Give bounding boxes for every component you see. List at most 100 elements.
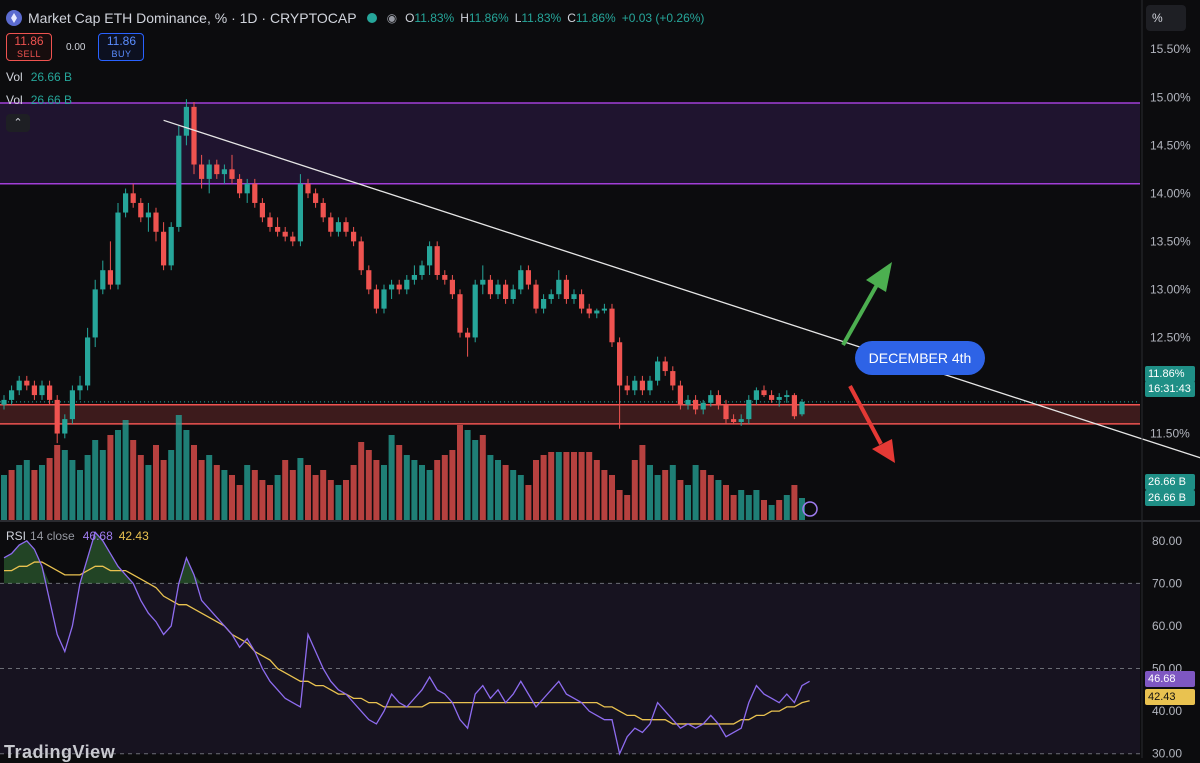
- december-note[interactable]: DECEMBER 4th: [855, 341, 985, 375]
- candle-body: [123, 193, 129, 213]
- candle-body: [571, 294, 577, 300]
- volume-bar: [289, 470, 296, 520]
- volume-bar: [327, 480, 334, 520]
- candle-body: [183, 106, 189, 136]
- volume-bar: [122, 420, 129, 520]
- candle-body: [586, 308, 592, 314]
- volume-bar: [441, 455, 448, 520]
- candle-body: [199, 164, 205, 179]
- candle-body: [723, 404, 729, 420]
- candle-body: [556, 279, 562, 295]
- volume-bar: [525, 485, 532, 520]
- candle-body: [541, 299, 547, 309]
- volume-bar: [229, 475, 235, 520]
- volume-bar: [662, 470, 669, 520]
- candle-body: [427, 246, 433, 266]
- volume-bar: [381, 465, 387, 520]
- rsi-label: RSI: [6, 529, 27, 543]
- candle-body: [221, 169, 227, 175]
- candle-body: [693, 399, 699, 410]
- eye-icon[interactable]: ◉: [386, 11, 398, 25]
- volume-bar: [183, 430, 190, 520]
- lightning-icon[interactable]: [802, 501, 818, 517]
- volume-bar: [563, 452, 570, 520]
- volume-bar: [403, 455, 410, 520]
- percent-scale-button[interactable]: %: [1146, 5, 1186, 31]
- volume-bar: [593, 460, 600, 520]
- volume-bar: [358, 442, 365, 520]
- candle-body: [655, 361, 661, 381]
- price-tick-label: 15.00%: [1150, 90, 1191, 104]
- candle-body: [320, 202, 326, 218]
- candle-body: [366, 270, 372, 290]
- volume-bar: [92, 440, 99, 520]
- volume-bar: [533, 460, 539, 520]
- candle-body: [16, 380, 22, 391]
- candle-body: [389, 284, 395, 290]
- volume-bar: [791, 485, 798, 520]
- volume-bar: [282, 460, 289, 520]
- candle-body: [54, 399, 60, 434]
- rsi-overbought-fill: [4, 540, 50, 584]
- volume-bar: [426, 470, 433, 520]
- candle-body: [753, 390, 759, 400]
- candle-body: [746, 399, 752, 420]
- volume-bar: [396, 445, 403, 520]
- candle-body: [130, 193, 136, 203]
- arrow-down-shaft: [848, 385, 883, 445]
- volume-bar: [495, 460, 501, 520]
- volume-bar: [54, 445, 61, 520]
- trendline-layer[interactable]: [163, 119, 1200, 481]
- volume-bar: [639, 445, 646, 520]
- candle-body: [290, 236, 296, 242]
- volume-bar: [434, 460, 441, 520]
- candle-body: [9, 390, 15, 400]
- candle-body: [244, 183, 250, 194]
- candle-body: [799, 401, 805, 415]
- candle-body: [145, 212, 151, 218]
- candle-body: [487, 279, 493, 295]
- volume-bar: [69, 460, 76, 520]
- price-axis[interactable]: 15.50% 15.00% 14.50% 14.00% 13.50% 13.00% 12.5…: [1141, 0, 1191, 758]
- spread-value: 0.00: [66, 41, 86, 53]
- volume-bar: [84, 455, 91, 520]
- volume-bar: [654, 475, 661, 520]
- market-status-icon[interactable]: [366, 13, 377, 23]
- volume-bar: [647, 465, 653, 520]
- symbol-title[interactable]: Market Cap ETH Dominance, % · 1D · CRYPT…: [28, 10, 357, 26]
- collapse-legend-button[interactable]: ⌃: [6, 114, 30, 132]
- candle-body: [533, 284, 539, 309]
- volume-bar: [548, 452, 555, 520]
- candle-body: [107, 270, 113, 285]
- rsi-ma-tag: 42.43: [1145, 689, 1195, 705]
- volume-bar: [730, 495, 737, 520]
- volume-legend-label: Vol: [6, 93, 23, 107]
- rsi-legend[interactable]: RSI 14 close 46.68 42.43: [6, 529, 149, 543]
- volume-legend-value: 26.66 B: [30, 70, 73, 84]
- volume-bar: [464, 430, 471, 520]
- sell-button[interactable]: 11.86 SELL: [6, 33, 52, 61]
- candle-body: [206, 164, 212, 179]
- volume-legend-1[interactable]: Vol 26.66 B: [6, 70, 72, 84]
- volume-tag-a: 26.66 B: [1145, 474, 1195, 490]
- candles-layer: [1, 99, 805, 444]
- sell-price: 11.86: [14, 34, 44, 48]
- arrow-up-icon: [866, 262, 892, 292]
- volume-legend-2[interactable]: Vol 26.66 B: [6, 93, 72, 107]
- high-value: 11.86%: [468, 11, 509, 25]
- candle-body: [715, 395, 721, 405]
- candle-body: [191, 106, 197, 165]
- volume-bar: [540, 455, 547, 520]
- volume-bar: [23, 460, 30, 520]
- arrow-up-shaft: [841, 282, 880, 346]
- buy-button[interactable]: 11.86 BUY: [98, 33, 145, 61]
- sell-label: SELL: [16, 49, 42, 59]
- candle-body: [1, 399, 7, 405]
- candle-body: [69, 390, 75, 420]
- candle-body: [731, 419, 737, 422]
- close-label: C: [567, 11, 576, 25]
- candle-body: [381, 289, 387, 309]
- candle-body: [700, 402, 706, 410]
